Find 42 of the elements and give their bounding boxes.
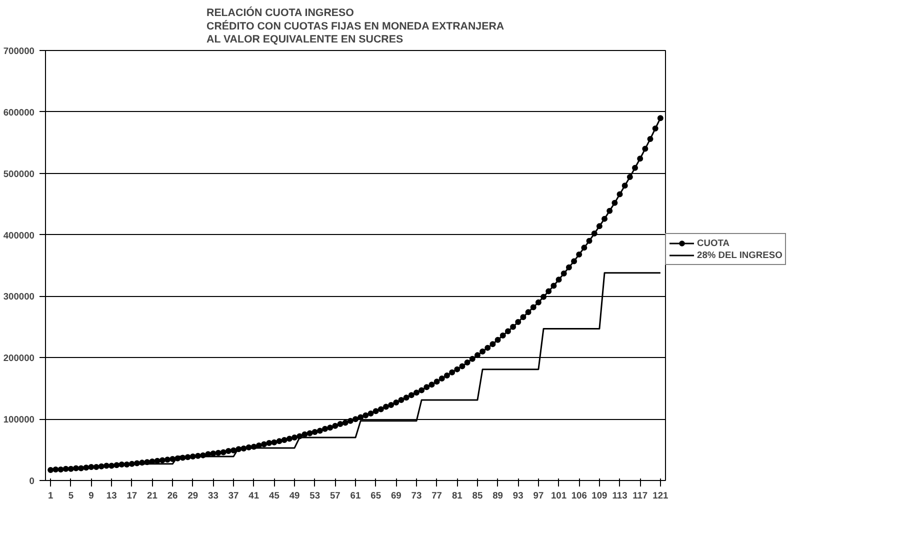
x-tick-label: 57 — [330, 490, 340, 500]
x-tick-label: 97 — [533, 490, 544, 500]
x-tick-label: 113 — [612, 490, 628, 500]
x-tick-label: 5 — [68, 490, 74, 500]
x-tick-label: 106 — [571, 490, 587, 500]
x-tick-label: 29 — [188, 490, 198, 500]
x-tick-label: 101 — [550, 490, 567, 500]
x-tick-label: 41 — [248, 490, 260, 500]
x-tick-label: 17 — [126, 490, 138, 500]
x-tick-label: 93 — [512, 490, 524, 500]
x-tick-label: 61 — [350, 490, 361, 500]
y-tick-label: 200000 — [3, 353, 35, 364]
x-tick-label: 117 — [632, 490, 648, 500]
y-tick-label: 700000 — [3, 46, 35, 56]
y-tick-label: 500000 — [3, 168, 35, 179]
x-tick-label: 77 — [432, 490, 442, 500]
x-tick-label: 37 — [228, 490, 239, 500]
y-tick-label: 600000 — [3, 107, 35, 118]
legend-label: 28% DEL INGRESO — [697, 249, 782, 261]
x-tick-label: 21 — [147, 490, 158, 500]
x-tick-label: 73 — [411, 490, 422, 500]
y-tick-label: 400000 — [3, 230, 35, 240]
y-tick-label: 100000 — [3, 414, 35, 425]
x-tick-label: 26 — [167, 490, 178, 500]
x-tick-label: 121 — [652, 490, 668, 500]
x-tick-label: 85 — [472, 490, 483, 500]
x-tick-label: 13 — [106, 490, 117, 500]
x-tick-label: 49 — [289, 490, 300, 500]
x-tick-label: 1 — [48, 490, 54, 500]
x-tick-label: 69 — [390, 490, 402, 500]
x-tick-label: 89 — [492, 490, 503, 500]
y-tick-label: 0 — [29, 476, 35, 486]
chart-title: RELACIÓN CUOTA INGRESO CRÉDITO CON CUOTAS FIJAS EN MONEDA EXTRANJERA AL VALOR EQUIVALENTE EN SUCRES — [206, 6, 504, 46]
x-tick-label: 81 — [452, 490, 462, 500]
x-tick-label: 65 — [370, 490, 382, 500]
x-tick-label: 33 — [208, 490, 218, 500]
y-tick-label: 300000 — [3, 292, 35, 302]
x-tick-label: 109 — [592, 490, 608, 500]
x-tick-label: 9 — [88, 490, 94, 500]
legend-label: CUOTA — [697, 237, 730, 249]
x-tick-label: 45 — [269, 490, 280, 500]
x-tick-label: 53 — [310, 490, 320, 500]
